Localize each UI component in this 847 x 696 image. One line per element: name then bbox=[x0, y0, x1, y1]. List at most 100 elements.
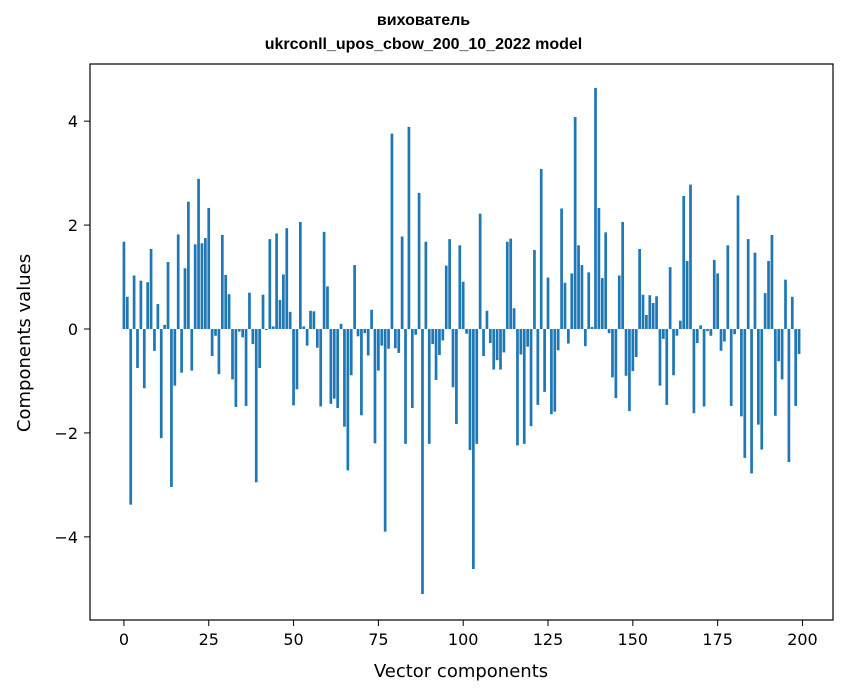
bar bbox=[706, 329, 709, 332]
bar bbox=[203, 238, 207, 329]
bar bbox=[248, 292, 251, 330]
bar bbox=[475, 329, 479, 444]
bar bbox=[383, 329, 387, 532]
bar bbox=[302, 326, 306, 330]
bar bbox=[587, 272, 591, 330]
y-axis-ticks: −4 −2 0 2 4 bbox=[54, 112, 90, 547]
chart-title-line-2: ukrconll_upos_cbow_200_10_2022 model bbox=[264, 36, 583, 53]
chart-title-line-1: вихователь bbox=[376, 12, 471, 29]
bar bbox=[740, 329, 743, 417]
bar bbox=[285, 228, 289, 330]
bar bbox=[312, 311, 316, 330]
bar bbox=[315, 329, 319, 348]
bar bbox=[156, 304, 160, 330]
bar bbox=[665, 329, 669, 405]
bar bbox=[244, 329, 248, 406]
bar bbox=[790, 296, 794, 330]
bar bbox=[472, 329, 475, 570]
bar bbox=[190, 329, 194, 371]
bar bbox=[709, 329, 713, 336]
bar bbox=[594, 87, 597, 330]
bar bbox=[512, 308, 516, 330]
x-tick-label: 150 bbox=[618, 630, 649, 649]
bar bbox=[122, 241, 126, 330]
x-tick-label: 75 bbox=[368, 630, 388, 649]
bar bbox=[580, 265, 584, 330]
bar bbox=[319, 329, 323, 407]
bar bbox=[726, 245, 730, 330]
bar bbox=[275, 233, 278, 330]
bar bbox=[346, 329, 350, 471]
bar bbox=[305, 329, 309, 346]
bar bbox=[125, 296, 129, 330]
bar bbox=[729, 329, 733, 406]
bar bbox=[163, 324, 166, 330]
bar bbox=[282, 274, 285, 330]
bar bbox=[668, 267, 672, 330]
x-tick-label: 0 bbox=[119, 630, 129, 649]
bar bbox=[176, 234, 180, 330]
bar bbox=[136, 329, 139, 368]
bar bbox=[689, 184, 692, 330]
bar bbox=[461, 281, 465, 330]
bar bbox=[509, 238, 513, 329]
bar bbox=[183, 268, 187, 330]
bar bbox=[390, 133, 394, 330]
bar bbox=[434, 329, 438, 380]
bar bbox=[217, 329, 221, 375]
bar bbox=[716, 273, 719, 330]
bar bbox=[353, 265, 356, 330]
bar bbox=[159, 329, 163, 439]
bar bbox=[387, 329, 390, 349]
bar bbox=[522, 329, 526, 444]
bar bbox=[712, 259, 716, 330]
x-tick-label: 125 bbox=[533, 630, 564, 649]
bar bbox=[214, 329, 217, 336]
bar bbox=[767, 260, 770, 330]
bar bbox=[526, 329, 530, 347]
bar bbox=[438, 329, 441, 355]
bar bbox=[763, 293, 767, 330]
y-tick-label: 0 bbox=[68, 320, 78, 339]
bar bbox=[366, 329, 370, 356]
bar bbox=[373, 329, 377, 444]
bar bbox=[797, 329, 801, 354]
bar bbox=[231, 329, 234, 380]
bar bbox=[607, 329, 611, 334]
bar bbox=[410, 329, 414, 408]
bar bbox=[241, 329, 245, 338]
y-tick-label: 2 bbox=[68, 216, 78, 235]
bar bbox=[570, 273, 574, 330]
y-axis-label: Components values bbox=[14, 254, 35, 432]
bar bbox=[536, 329, 540, 405]
bar bbox=[516, 329, 519, 446]
bar bbox=[702, 329, 706, 407]
plot-frame bbox=[89, 63, 834, 621]
bar bbox=[326, 286, 329, 330]
bar bbox=[519, 329, 523, 355]
bar bbox=[628, 329, 631, 412]
bar bbox=[397, 329, 401, 353]
bar bbox=[733, 329, 736, 335]
bar bbox=[719, 329, 723, 351]
bar bbox=[458, 245, 462, 330]
bar bbox=[220, 234, 224, 330]
bar bbox=[546, 277, 550, 330]
bar bbox=[499, 329, 502, 370]
bar bbox=[495, 329, 499, 361]
bar bbox=[309, 310, 312, 330]
bar bbox=[237, 329, 241, 332]
y-tick-label: 4 bbox=[68, 112, 78, 131]
bar bbox=[339, 323, 343, 330]
bar bbox=[699, 325, 703, 330]
bar bbox=[760, 329, 764, 450]
bar bbox=[573, 117, 577, 330]
bar bbox=[624, 329, 628, 376]
bar bbox=[431, 329, 435, 345]
bar bbox=[360, 329, 363, 416]
bar bbox=[611, 329, 614, 378]
bar bbox=[417, 192, 421, 330]
bar bbox=[645, 314, 648, 330]
bar bbox=[363, 329, 367, 334]
bar bbox=[153, 329, 156, 351]
